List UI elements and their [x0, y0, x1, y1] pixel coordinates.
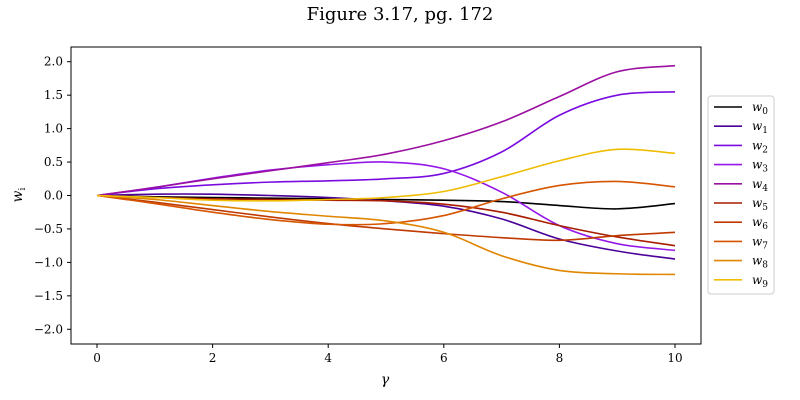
legend-label-w9: w9	[752, 273, 768, 290]
legend-label-w1: w1	[752, 119, 768, 136]
x-tick-label: 0	[93, 351, 101, 365]
y-tick-label: 0.0	[44, 189, 63, 203]
series-line-w2	[96, 91, 676, 197]
y-axis: −2.0 −1.5 −1.0 −0.5 0.0 0.5 1.0 1.5 2.0	[34, 55, 71, 336]
legend-label-w6: w6	[752, 215, 768, 232]
x-tick-label: 6	[440, 351, 448, 365]
series-line-w5	[96, 194, 676, 247]
x-axis: 0 2 4 6 8 10	[93, 344, 683, 365]
legend-label-w0: w0	[752, 100, 768, 117]
series-line-w7	[96, 180, 676, 226]
plot-frame	[70, 46, 702, 345]
legend-label-w4: w4	[752, 177, 768, 194]
y-tick-label: 0.5	[44, 155, 63, 169]
y-axis-label: wi	[10, 187, 28, 202]
y-tick-label: 2.0	[44, 55, 63, 69]
legend-label-w2: w2	[752, 138, 768, 155]
plot-area	[70, 46, 702, 345]
series-line-w9	[96, 148, 676, 202]
y-tick-label: 1.0	[44, 122, 63, 136]
y-axis-label-main: w	[10, 190, 26, 202]
x-tick-label: 8	[556, 351, 564, 365]
x-axis-label: γ	[381, 372, 390, 388]
y-tick-label: −0.5	[34, 222, 63, 236]
y-axis-label-sub: i	[18, 187, 28, 190]
series-lines	[96, 64, 676, 276]
y-tick-label: −1.0	[34, 255, 63, 269]
series-line-w8	[96, 194, 675, 276]
chart-title: Figure 3.17, pg. 172	[307, 4, 494, 25]
legend-label-w3: w3	[752, 158, 768, 175]
legend: w0 w1 w2 w3 w4 w5 w6 w7 w8 w9	[707, 95, 775, 295]
series-line-w6	[96, 194, 676, 242]
x-tick-label: 10	[667, 351, 682, 365]
legend-label-w8: w8	[752, 254, 768, 271]
x-tick-label: 2	[209, 351, 217, 365]
y-tick-label: −2.0	[34, 322, 63, 336]
series-line-w4	[96, 64, 676, 197]
x-tick-label: 4	[324, 351, 332, 365]
series-line-w0	[96, 194, 676, 210]
legend-label-w7: w7	[752, 234, 768, 251]
y-tick-label: −1.5	[34, 289, 63, 303]
legend-label-w5: w5	[752, 196, 768, 213]
y-axis-label-group: wi	[10, 187, 28, 202]
y-tick-label: 1.5	[44, 88, 63, 102]
